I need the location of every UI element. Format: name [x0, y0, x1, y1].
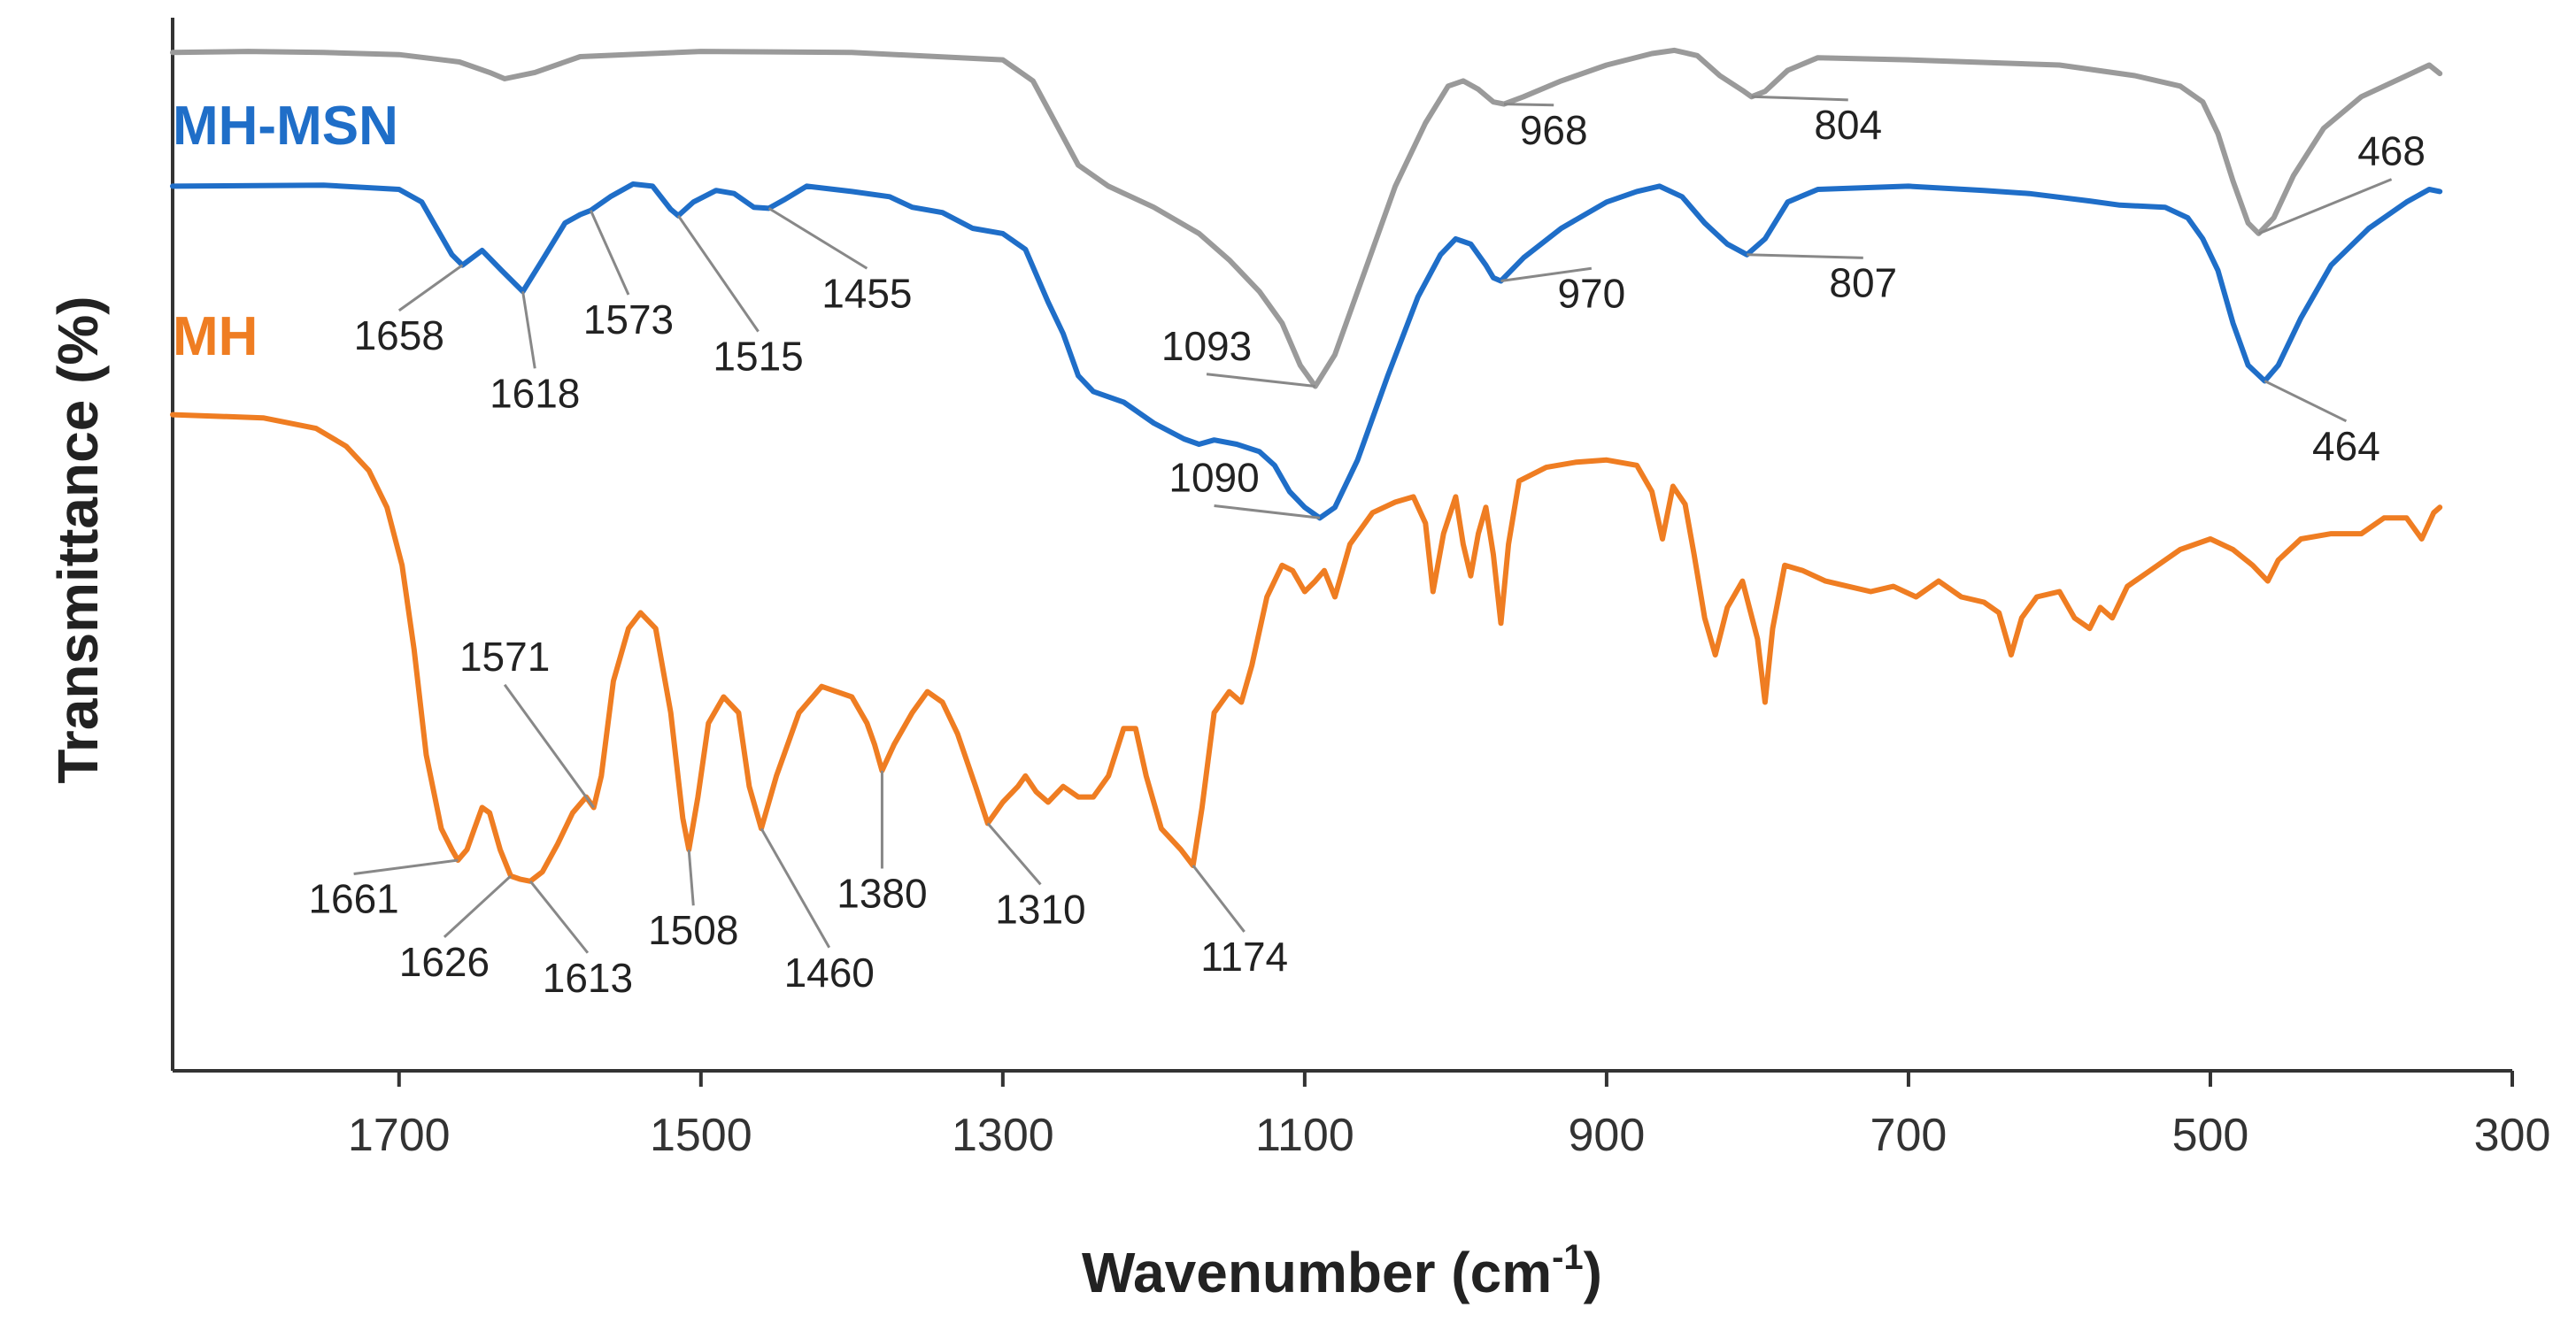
- peak-label-1618: 1618: [490, 370, 580, 416]
- x-tick-label-1700: 1700: [348, 1110, 451, 1161]
- peak-label-1658: 1658: [354, 312, 444, 358]
- peak-label-1174: 1174: [1200, 934, 1288, 980]
- peak-label-1626: 1626: [399, 939, 490, 985]
- leader-1310: [986, 822, 1042, 886]
- peak-label-1460: 1460: [784, 950, 875, 996]
- peak-label-968: 968: [1520, 107, 1588, 153]
- x-tick-label-700: 700: [1870, 1110, 1947, 1161]
- x-ticks: 1700 1500 1300 1100 900 700 500 300: [348, 1071, 2550, 1161]
- peak-label-1508: 1508: [648, 907, 738, 953]
- leader-1090: [1214, 504, 1321, 519]
- peak-label-807: 807: [1829, 259, 1897, 305]
- y-axis-title: Transmittance (%): [46, 296, 110, 783]
- leader-464: [2264, 380, 2348, 423]
- plot-frame: [171, 18, 2512, 1073]
- series-line-mh: [170, 412, 2443, 884]
- leader-970: [1500, 266, 1593, 282]
- leader-1515: [676, 214, 760, 333]
- leader-1573: [589, 210, 630, 296]
- leader-1626: [443, 874, 512, 939]
- peak-label-1093: 1093: [1161, 323, 1252, 369]
- peak-label-1455: 1455: [821, 270, 912, 316]
- leader-1571: [503, 683, 595, 809]
- leader-968: [1503, 103, 1554, 107]
- series-label-mh-msn: MH-MSN: [173, 96, 398, 157]
- leader-468: [2257, 178, 2393, 235]
- peak-label-468: 468: [2357, 128, 2426, 174]
- series-label-mh: MH: [173, 306, 258, 367]
- leader-807: [1747, 253, 1863, 259]
- leader-804: [1751, 95, 1848, 102]
- curves: [170, 47, 2443, 884]
- peak-label-1090: 1090: [1168, 455, 1259, 501]
- x-tick-label-300: 300: [2474, 1110, 2551, 1161]
- leader-1093: [1206, 373, 1315, 388]
- leader-1613: [528, 880, 590, 954]
- x-tick-label-1500: 1500: [650, 1110, 752, 1161]
- leader-1508: [687, 849, 695, 906]
- peak-label-1613: 1613: [543, 955, 633, 1001]
- series-line-msn: [170, 47, 2443, 389]
- x-tick-label-1300: 1300: [952, 1110, 1054, 1161]
- peak-label-1571: 1571: [459, 634, 550, 680]
- peak-label-1310: 1310: [995, 886, 1085, 932]
- peak-label-804: 804: [1814, 102, 1882, 148]
- peak-label-1573: 1573: [583, 296, 674, 342]
- leader-1455: [767, 207, 868, 270]
- leader-1174: [1192, 865, 1246, 933]
- leader-1661: [353, 858, 459, 875]
- annotation-leaders: [353, 95, 2393, 954]
- x-tick-label-500: 500: [2172, 1110, 2249, 1161]
- x-axis-title: Wavenumber (cm-1): [1082, 1238, 1602, 1304]
- x-tick-label-900: 900: [1569, 1110, 1646, 1161]
- x-tick-label-1100: 1100: [1255, 1110, 1354, 1161]
- peak-label-970: 970: [1557, 270, 1625, 316]
- peak-label-1380: 1380: [837, 871, 927, 917]
- leader-1618: [521, 291, 536, 369]
- peak-label-464: 464: [2312, 423, 2380, 469]
- peak-label-1515: 1515: [713, 334, 803, 380]
- leader-1460: [760, 827, 831, 949]
- series-line-mh-msn: [170, 181, 2443, 521]
- peak-label-1661: 1661: [308, 876, 398, 922]
- leader-1658: [397, 264, 464, 312]
